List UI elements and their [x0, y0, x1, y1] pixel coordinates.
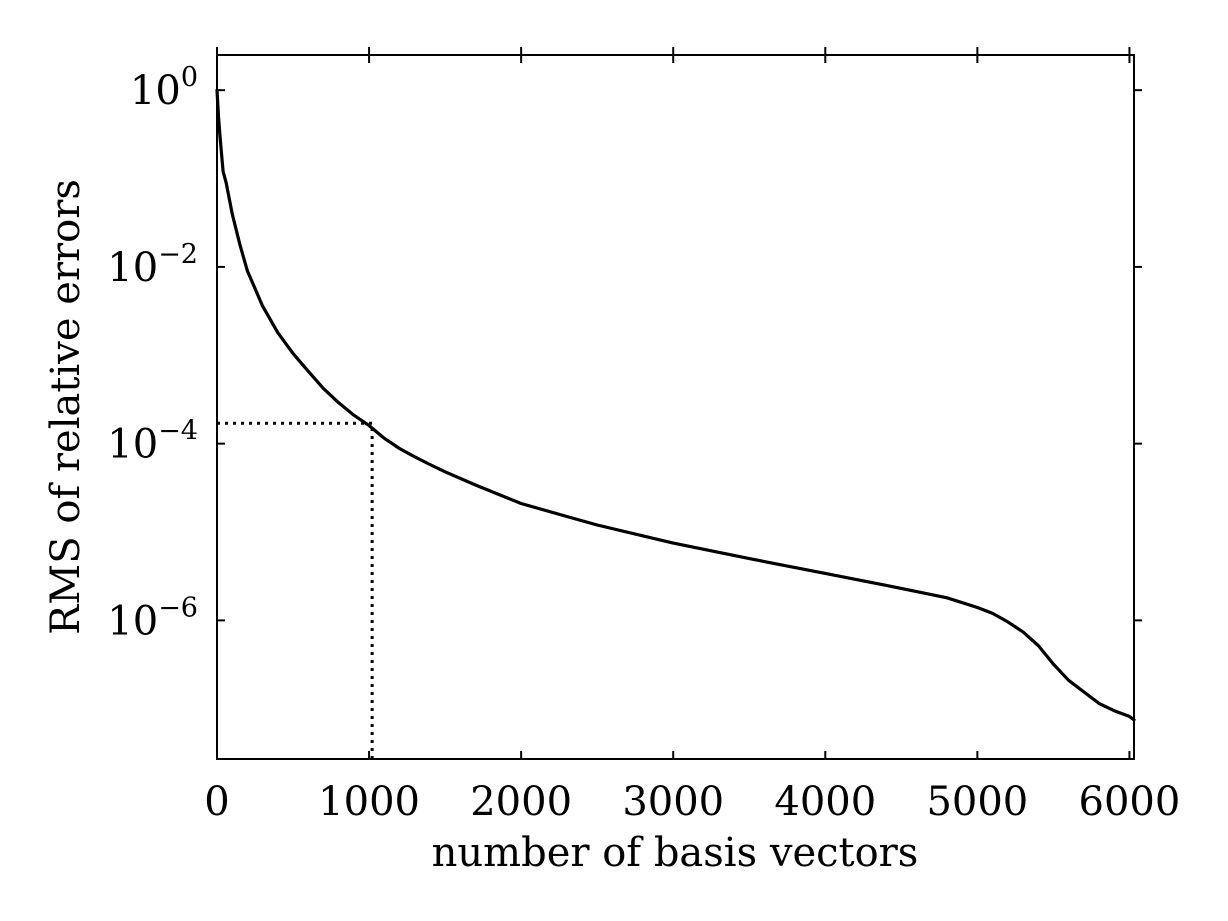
plot-area-group — [216, 54, 1135, 760]
y-tick-label: 10−6 — [107, 592, 198, 644]
x-tick-label: 0 — [204, 779, 229, 825]
x-tick-label: 3000 — [622, 779, 724, 825]
x-tick-label: 6000 — [1079, 779, 1181, 825]
chart-marks — [215, 88, 1136, 759]
series-line — [215, 88, 1136, 722]
y-tick-label: 100 — [130, 62, 198, 114]
plot-frame — [216, 54, 1135, 760]
x-tick-label: 2000 — [470, 779, 572, 825]
x-tick-label: 1000 — [318, 779, 420, 825]
x-axis-label: number of basis vectors — [432, 830, 919, 876]
y-tick-label: 10−2 — [107, 239, 198, 291]
y-axis-label: RMS of relative errors — [43, 179, 89, 635]
y-tick-label: 10−4 — [107, 416, 198, 468]
x-axis-ticks: 0 1000 2000 3000 4000 5000 6000 — [204, 47, 1180, 825]
y-axis-ticks: 100 10−2 10−4 10−6 — [107, 62, 1142, 644]
x-tick-label: 4000 — [774, 779, 876, 825]
x-tick-label: 5000 — [926, 779, 1028, 825]
